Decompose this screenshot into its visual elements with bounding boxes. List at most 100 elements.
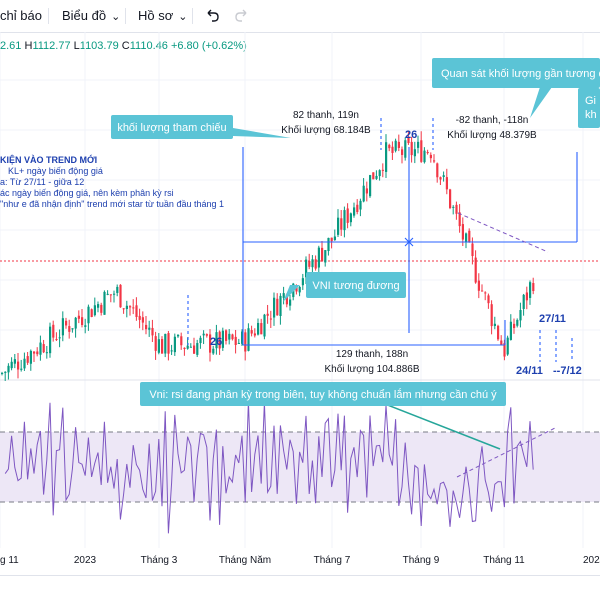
callout-volume[interactable] <box>111 115 233 139</box>
candle-body <box>429 154 432 159</box>
candle-body <box>317 247 320 268</box>
candle-body <box>449 189 452 209</box>
candle-body <box>253 333 256 336</box>
candle-body <box>183 347 186 350</box>
candles <box>1 130 535 381</box>
candle-body <box>173 336 176 353</box>
callout-rsi[interactable] <box>140 382 506 406</box>
callout-pointer <box>233 128 291 138</box>
candle-body <box>87 306 90 324</box>
price-chart[interactable]: khối lượng tham chiếu VNI tương đương Qu… <box>0 32 600 575</box>
x-axis-label: Tháng 7 <box>314 555 351 566</box>
label-2711: 27/11 <box>539 313 566 325</box>
candle-body <box>93 305 96 316</box>
candle-body <box>532 283 535 292</box>
candle-body <box>285 294 288 305</box>
candle-body <box>74 317 77 329</box>
left-note-line: ác ngày biến động giá, nên kèm phân kỳ r… <box>0 188 174 198</box>
candle-body <box>487 295 490 304</box>
x-axis-label: 2023 <box>74 555 97 566</box>
candle-body <box>474 257 477 283</box>
range1-volume: Khối lượng 68.184B <box>281 124 371 136</box>
candle-body <box>241 331 244 344</box>
candle-body <box>209 334 212 353</box>
candle-body <box>509 321 512 340</box>
ohlc-c-label: C <box>121 40 130 52</box>
candle-body <box>458 212 461 227</box>
undo-icon[interactable] <box>205 0 219 32</box>
callout-right[interactable] <box>578 88 600 128</box>
candle-body <box>308 260 311 267</box>
label-2411: 24/11 <box>516 365 543 377</box>
candle-body <box>397 141 400 148</box>
ohlc-low: 1103.79 <box>79 40 119 52</box>
candle-body <box>468 230 471 243</box>
callout-vni-text: VNI tương đương <box>312 280 399 292</box>
indicators-button[interactable]: chỉ báo <box>0 0 42 32</box>
candle-body <box>289 299 292 306</box>
x-axis: g 11 2023 Tháng 3 Tháng Năm Tháng 7 Thán… <box>0 555 600 566</box>
callout-rsi-text: Vni: rsi đang phân kỳ trong biên, tuy kh… <box>149 388 497 401</box>
left-note-line: KIỆN VÀO TREND MỚI <box>0 154 97 165</box>
candle-body <box>407 137 410 144</box>
candle-body <box>237 342 240 344</box>
candle-body <box>519 310 522 321</box>
candle-body <box>420 140 423 162</box>
left-note-line: a: Từ 27/11 - giữa 12 <box>0 177 84 187</box>
candle-body <box>97 304 100 308</box>
candle-body <box>436 163 439 178</box>
callout-pointer <box>530 87 552 118</box>
rsi-trendline <box>456 427 556 478</box>
candle-body <box>314 259 317 269</box>
ohlc-open: 2.61 <box>0 40 22 52</box>
candle-body <box>228 333 231 340</box>
ohlc-l-label: L <box>73 40 80 52</box>
candle-body <box>135 305 138 318</box>
candle-body <box>202 333 205 336</box>
candle-body <box>388 144 391 149</box>
candle-body <box>20 368 23 370</box>
rsi-band <box>0 432 600 502</box>
redo-icon[interactable] <box>235 0 249 32</box>
candle-body <box>205 334 208 336</box>
x-axis-label: Tháng 9 <box>403 555 440 566</box>
candle-body <box>122 308 125 310</box>
candle-body <box>145 324 148 330</box>
range3-bars: 129 thanh, 188n <box>336 349 408 360</box>
candle-body <box>439 177 442 180</box>
x-axis-label: Tháng 3 <box>141 555 178 566</box>
candle-body <box>42 344 45 353</box>
chart-type-button[interactable]: Biểu đồ ⌄ <box>62 0 120 32</box>
range2-bars: -82 thanh, -118n <box>456 115 529 126</box>
x-axis-label: Tháng 11 <box>483 555 525 566</box>
measure-cross <box>404 237 414 247</box>
indicators-label: chỉ báo <box>0 8 42 23</box>
label-26-left: 26 <box>210 336 222 348</box>
candle-body <box>257 322 260 335</box>
candle-body <box>401 149 404 155</box>
callout-pointer <box>283 285 300 302</box>
candle-body <box>29 350 32 364</box>
rsi-line <box>4 400 534 534</box>
left-note: KIỆN VÀO TREND MỚI KL+ ngày biến động gi… <box>0 154 224 209</box>
profile-button[interactable]: Hồ sơ ⌄ <box>138 0 187 32</box>
candle-body <box>196 343 199 355</box>
candle-body <box>269 318 272 320</box>
candle-body <box>391 146 394 153</box>
candle-body <box>490 304 493 327</box>
candle-body <box>1 372 4 374</box>
callout-observe-text: Quan sát khối lượng gần tương đ <box>441 68 600 80</box>
candle-body <box>301 278 304 286</box>
callout-observe[interactable] <box>432 58 600 88</box>
candle-body <box>116 286 119 293</box>
candle-body <box>372 172 375 180</box>
date-labels: 26 26 27/11 24/11 --7/12 <box>210 129 582 377</box>
toolbar-divider <box>125 8 126 24</box>
label-712: --7/12 <box>553 365 582 377</box>
candle-body <box>522 294 525 309</box>
candle-body <box>81 317 84 326</box>
candle-body <box>61 318 64 336</box>
candle-body <box>330 237 333 242</box>
callout-vni[interactable] <box>306 272 406 298</box>
candle-body <box>221 330 224 348</box>
